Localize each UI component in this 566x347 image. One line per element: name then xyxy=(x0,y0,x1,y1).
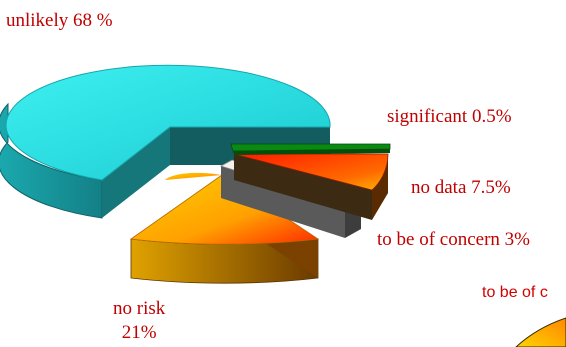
slice-significant xyxy=(230,143,391,155)
label-no-risk: no risk 21% xyxy=(113,298,166,343)
slice-unlikely xyxy=(0,64,331,219)
second-pie-fragment xyxy=(515,317,566,347)
slice-no-risk-top xyxy=(129,174,320,245)
label-to-be-of-concern: to be of concern 3% xyxy=(377,229,530,250)
label-unlikely: unlikely 68 % xyxy=(6,10,113,31)
label-significant: significant 0.5% xyxy=(387,106,512,127)
label-no-data: no data 7.5% xyxy=(411,177,511,198)
slice-no-data-top xyxy=(233,153,389,191)
slice-no-data xyxy=(233,153,389,220)
slice-unlikely-top xyxy=(5,64,331,181)
label-cut-off: to be of c xyxy=(482,284,548,301)
